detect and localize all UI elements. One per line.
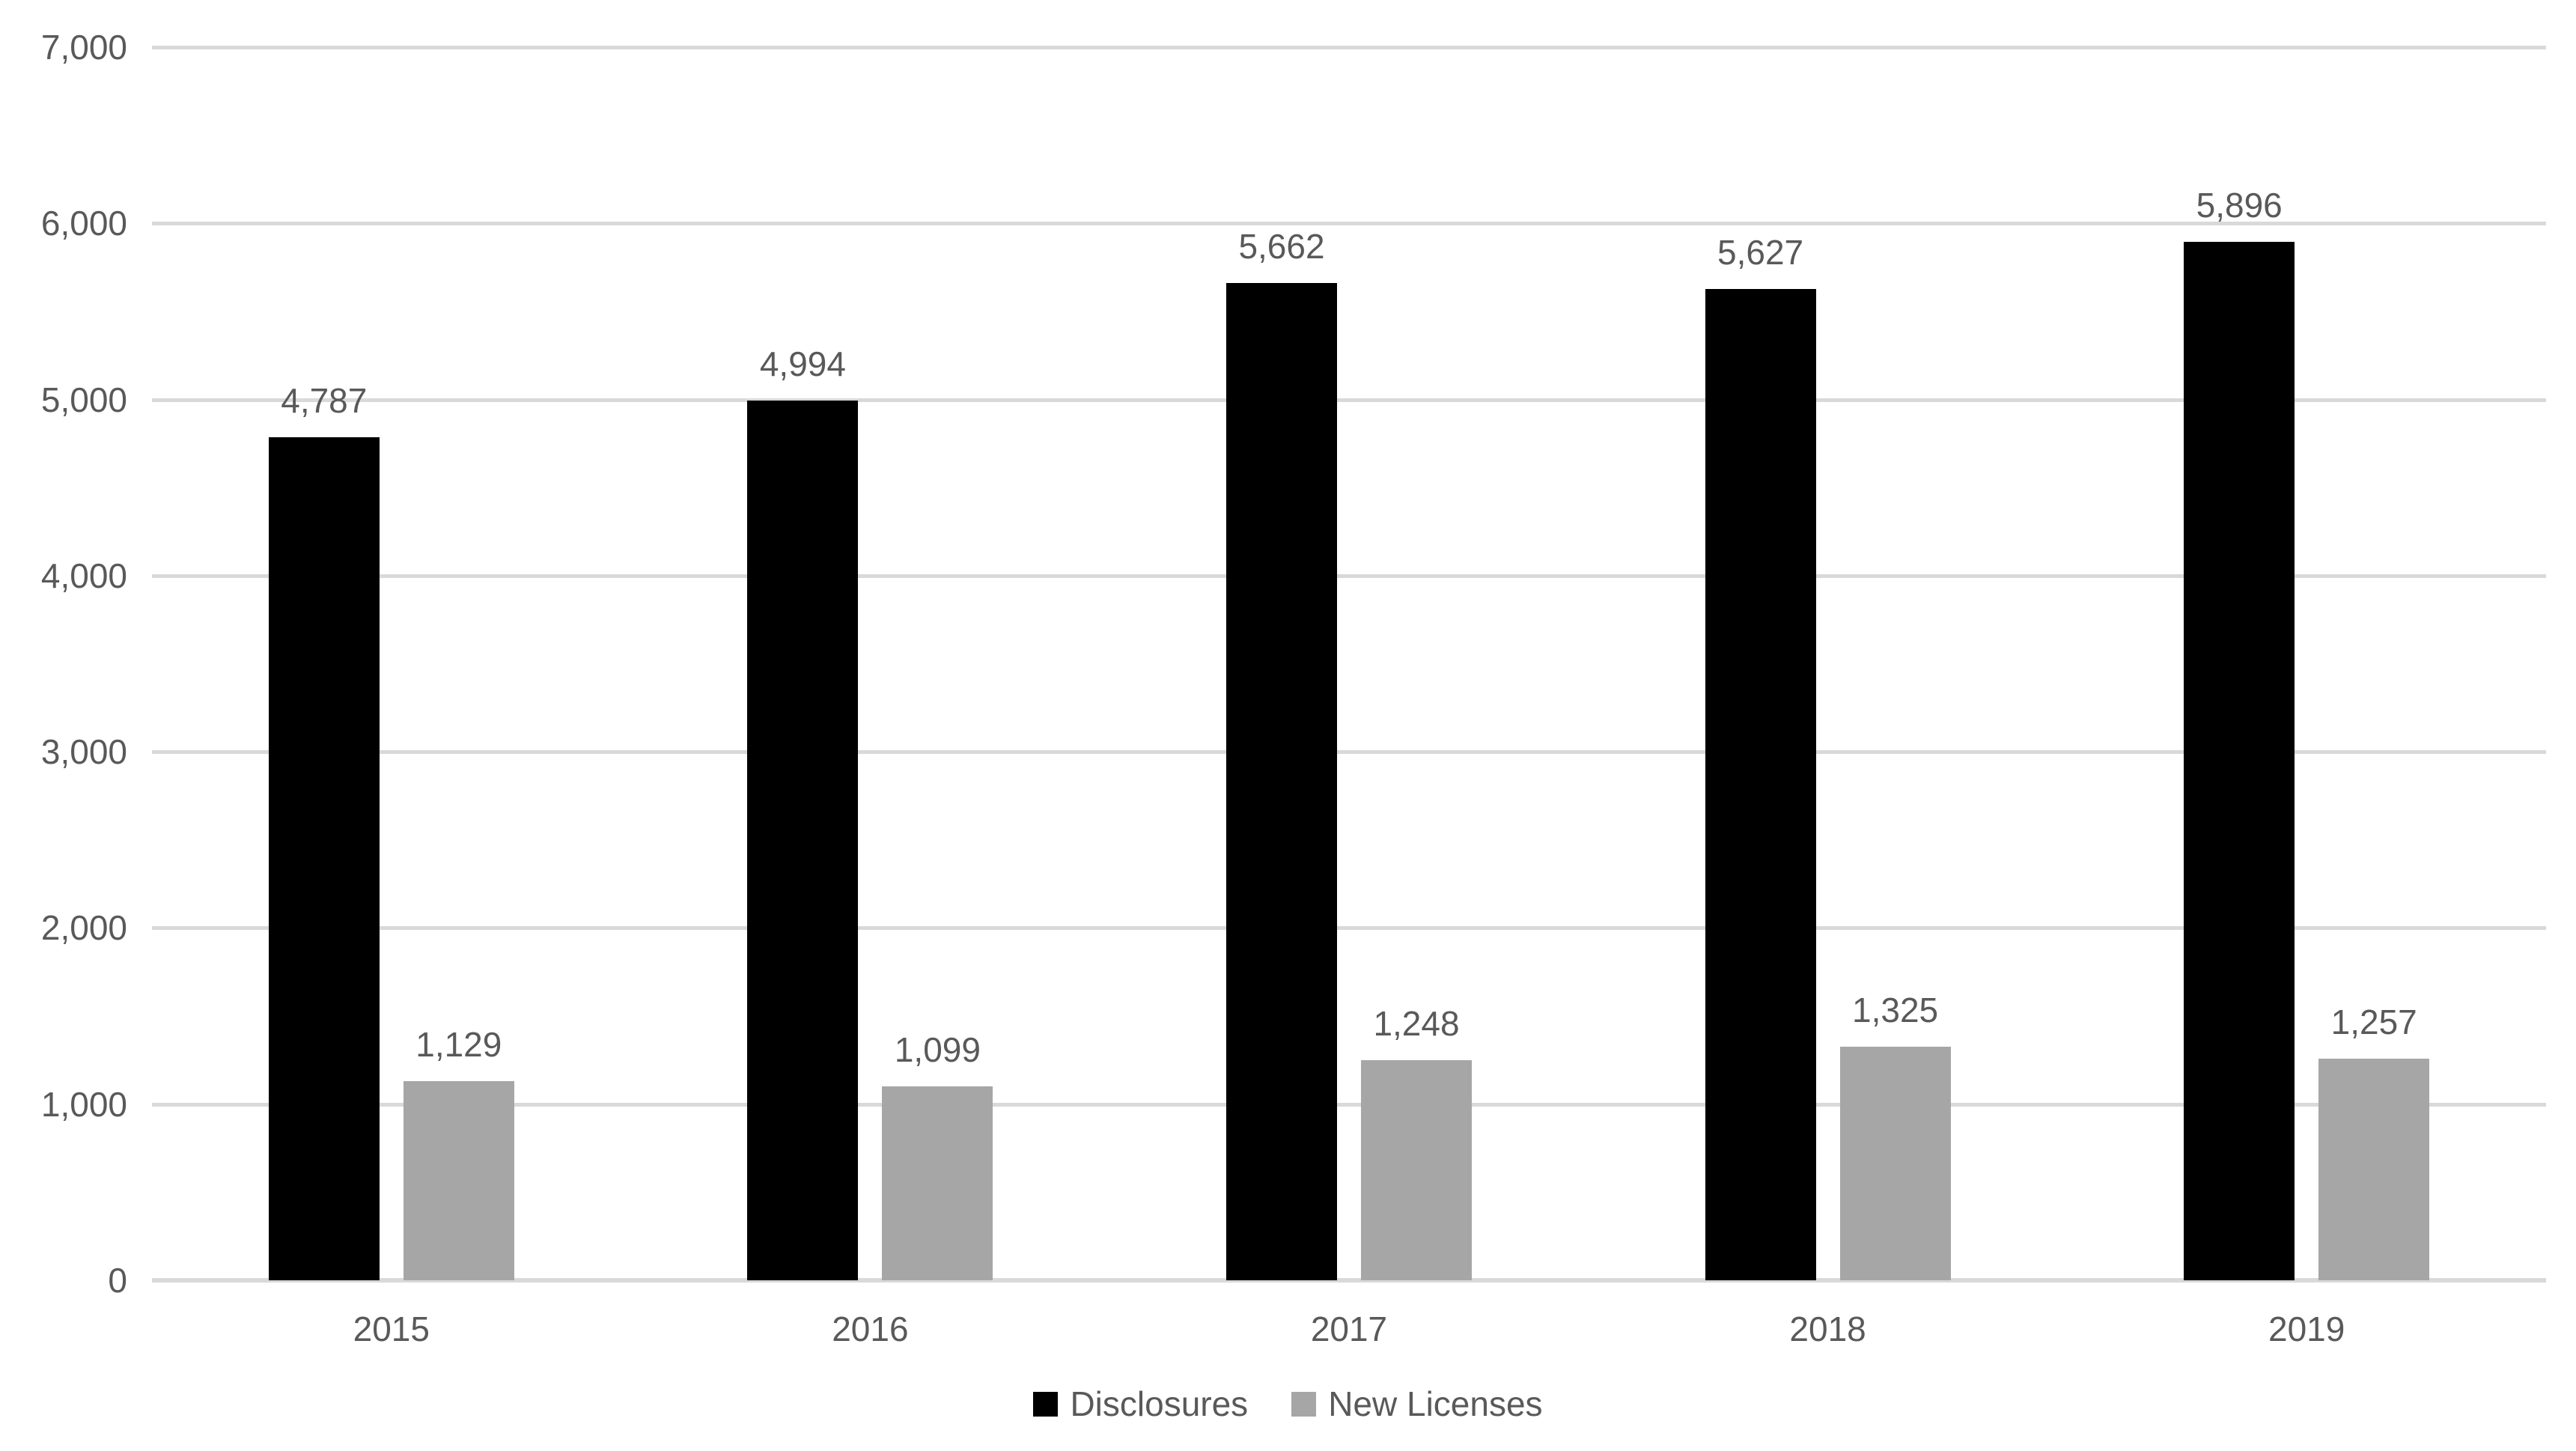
x-axis-tick-label: 2017 xyxy=(1310,1309,1388,1348)
gridline xyxy=(152,1102,2546,1107)
bar-disclosures-2018 xyxy=(1705,289,1816,1280)
y-axis-tick-label: 3,000 xyxy=(40,732,127,772)
data-label-disclosures-2019: 5,896 xyxy=(2196,185,2283,225)
data-label-new-licenses-2016: 1,099 xyxy=(894,1030,981,1070)
chart-legend: Disclosures New Licenses xyxy=(0,1378,2576,1430)
gridline xyxy=(152,398,2546,402)
legend-label-new-licenses: New Licenses xyxy=(1328,1384,1543,1423)
data-label-new-licenses-2015: 1,129 xyxy=(415,1025,502,1065)
bar-new-licenses-2016 xyxy=(882,1086,993,1280)
bar-new-licenses-2015 xyxy=(403,1081,514,1280)
new-licenses-swatch-icon xyxy=(1291,1391,1317,1417)
x-axis-tick-label: 2015 xyxy=(353,1309,430,1348)
bar-disclosures-2017 xyxy=(1226,282,1337,1280)
bar-disclosures-2019 xyxy=(2184,241,2295,1280)
y-axis-tick-label: 2,000 xyxy=(40,908,127,948)
data-label-disclosures-2017: 5,662 xyxy=(1238,226,1325,266)
gridline xyxy=(152,46,2546,49)
data-label-new-licenses-2019: 1,257 xyxy=(2330,1003,2417,1042)
x-axis-tick-label: 2019 xyxy=(2268,1309,2345,1348)
bar-new-licenses-2019 xyxy=(2318,1059,2430,1280)
legend-label-disclosures: Disclosures xyxy=(1070,1384,1249,1423)
y-axis-tick-label: 4,000 xyxy=(40,556,127,595)
y-axis-tick-label: 7,000 xyxy=(40,28,127,67)
gridline xyxy=(152,222,2546,226)
x-axis-tick-label: 2018 xyxy=(1789,1309,1866,1348)
bar-new-licenses-2017 xyxy=(1361,1060,1472,1280)
bar-disclosures-2015 xyxy=(268,436,380,1280)
data-label-new-licenses-2018: 1,325 xyxy=(1852,991,1939,1030)
data-label-disclosures-2016: 4,994 xyxy=(759,344,846,383)
y-axis-tick-label: 1,000 xyxy=(40,1084,127,1124)
data-label-new-licenses-2017: 1,248 xyxy=(1373,1004,1460,1044)
gridline xyxy=(152,926,2546,931)
gridline xyxy=(152,750,2546,755)
bar-new-licenses-2018 xyxy=(1839,1047,1951,1280)
y-axis-tick-label: 0 xyxy=(108,1261,127,1300)
gridline xyxy=(152,574,2546,578)
data-label-disclosures-2018: 5,627 xyxy=(1717,233,1804,273)
legend-item-disclosures: Disclosures xyxy=(1033,1387,1248,1421)
y-axis-tick-label: 6,000 xyxy=(40,204,127,243)
data-label-disclosures-2015: 4,787 xyxy=(281,380,368,420)
y-axis-tick-label: 5,000 xyxy=(40,380,127,419)
x-axis-tick-label: 2016 xyxy=(832,1309,909,1348)
bar-disclosures-2016 xyxy=(747,400,859,1280)
legend-item-new-licenses: New Licenses xyxy=(1291,1384,1543,1423)
x-axis-line xyxy=(152,1278,2546,1283)
disclosures-swatch-icon xyxy=(1033,1391,1059,1417)
